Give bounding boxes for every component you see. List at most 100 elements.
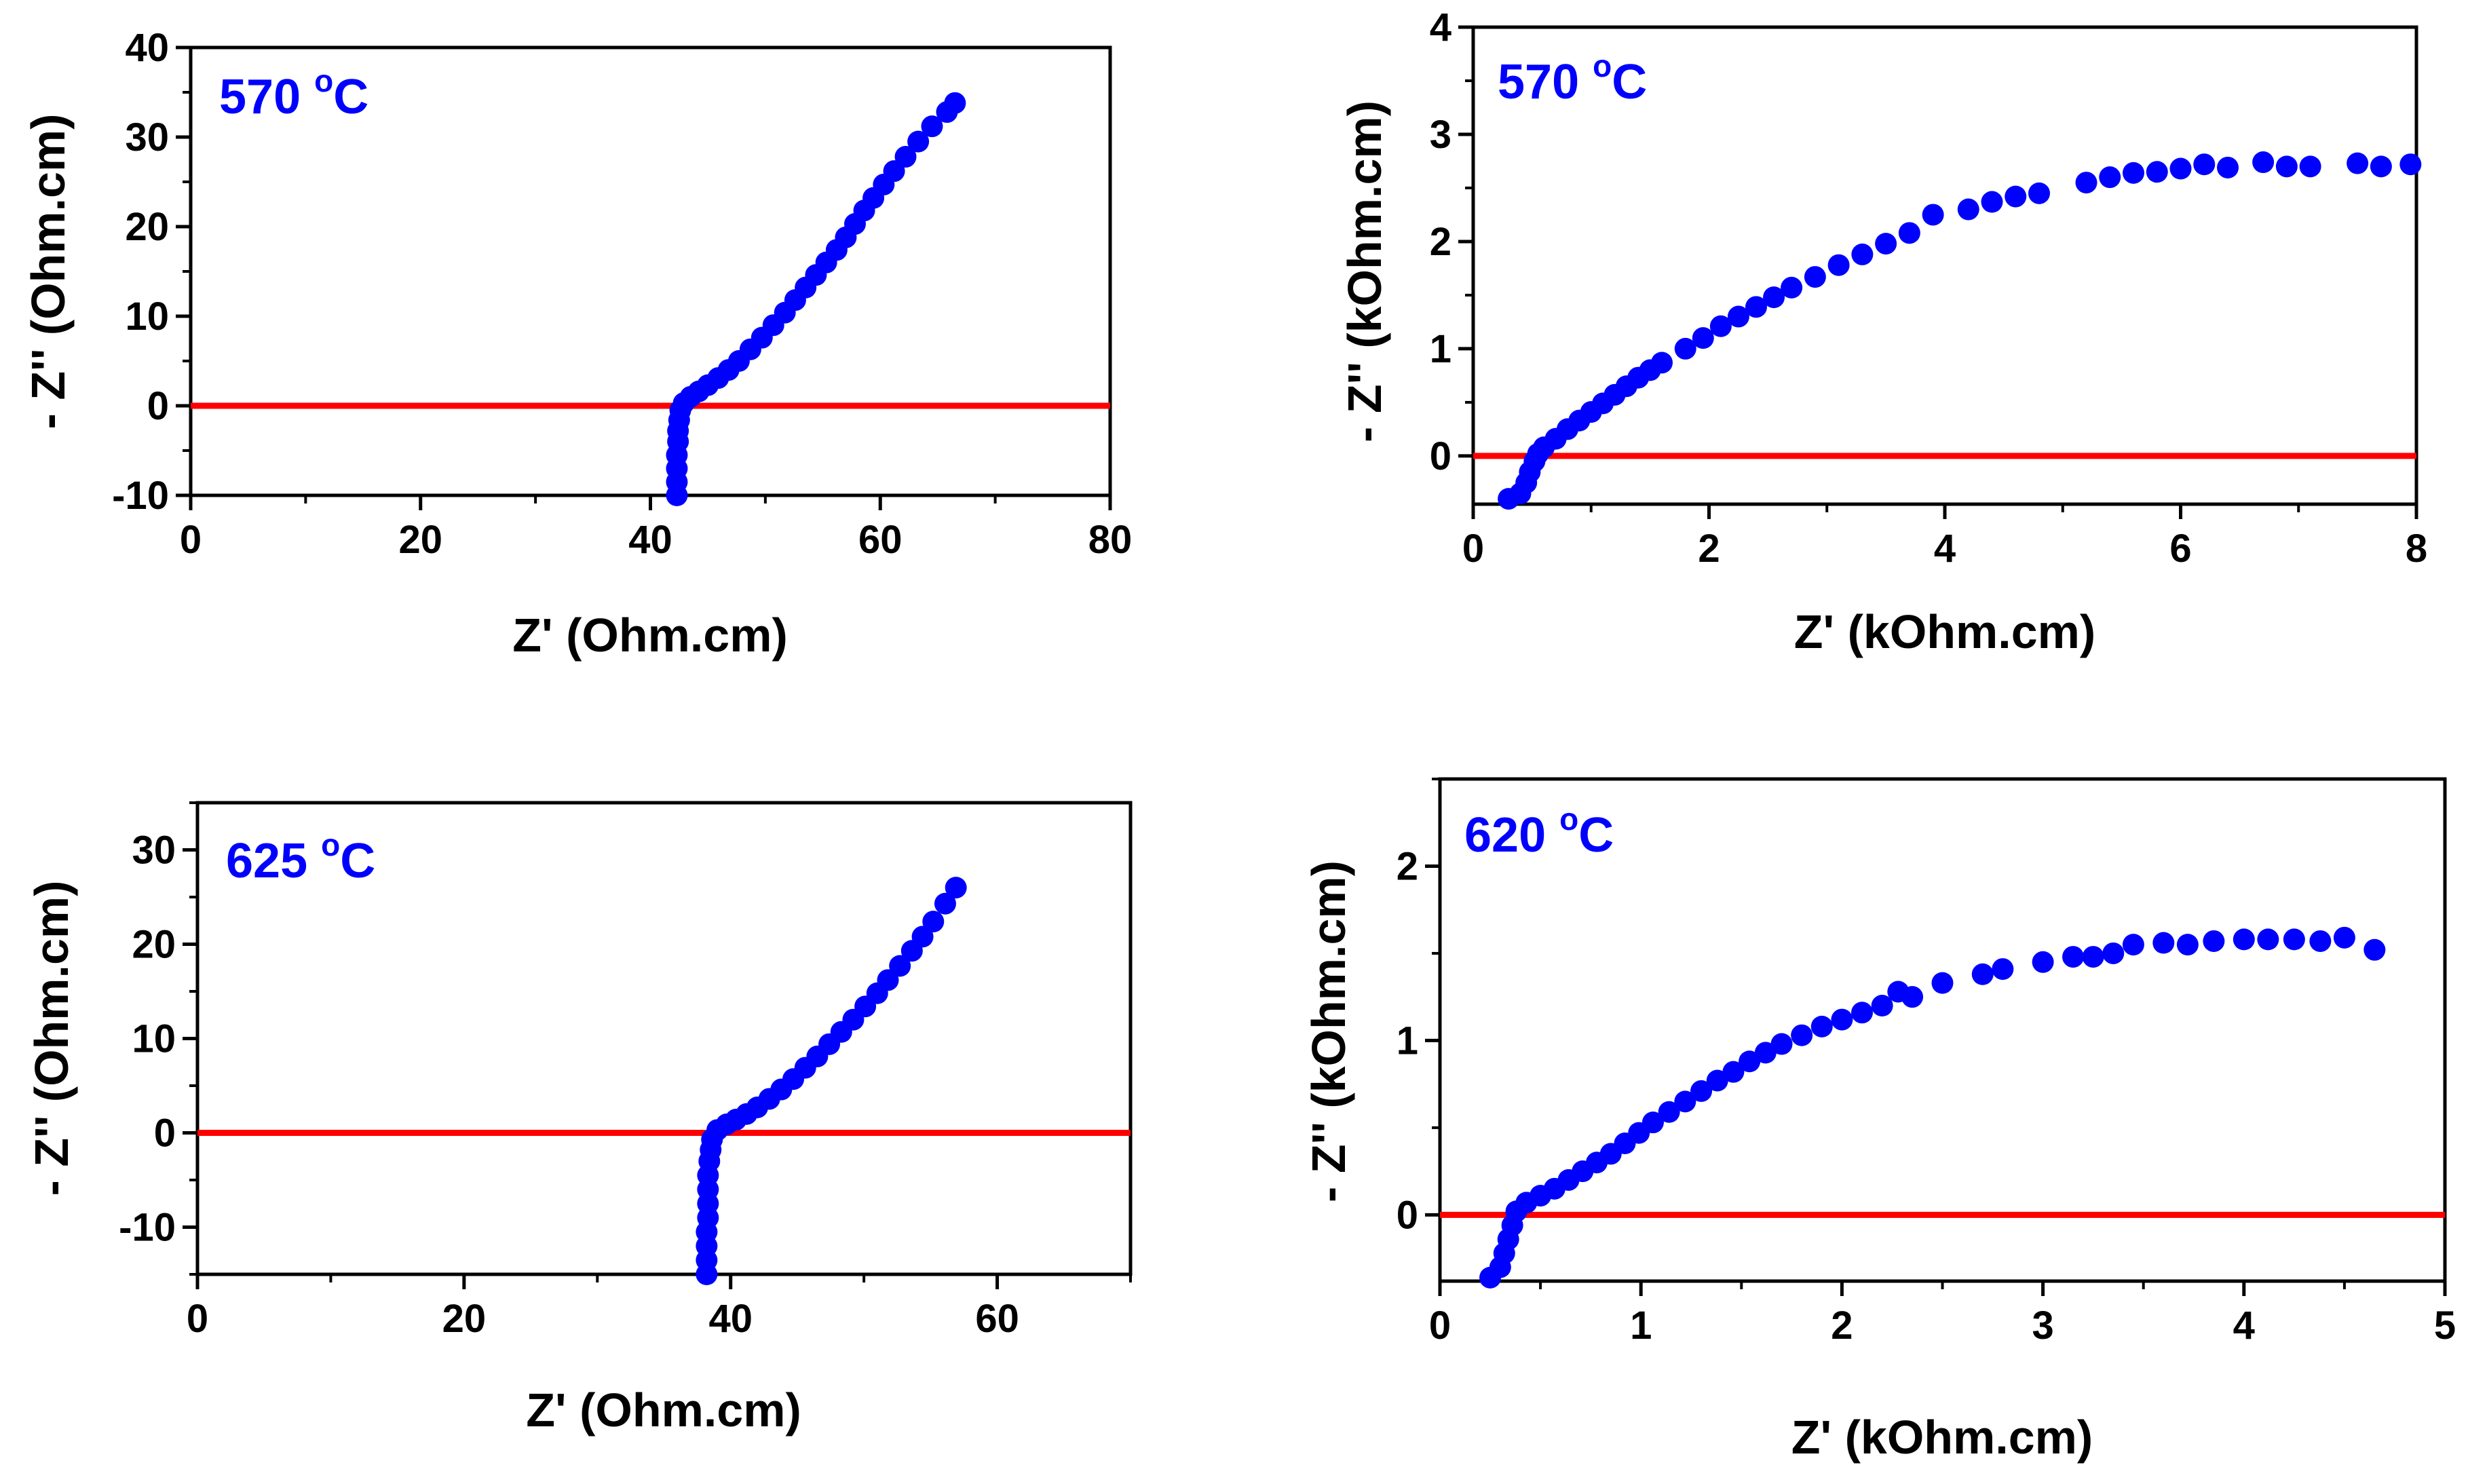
p2-data-point (1957, 198, 1979, 221)
p2-ylabel: - Z'' (kOhm.cm) (1338, 100, 1391, 442)
p1-y-tick-label: 20 (125, 205, 169, 249)
p1-y-tick-label: 30 (125, 115, 169, 159)
p4-data-point (2233, 928, 2255, 951)
p2-data-point (1922, 204, 1944, 226)
p2-data-point (2252, 151, 2275, 174)
p4-annotation: 620 oC (1464, 801, 1614, 862)
p1-x-tick-label: 0 (180, 518, 202, 562)
p2-x-tick-label: 4 (1934, 527, 1956, 571)
p2-data-point (1981, 191, 2003, 213)
p2-y-tick-label: 0 (1430, 434, 1451, 478)
p4-data-point (2333, 926, 2355, 949)
p4-data-point (1992, 958, 2014, 981)
p2-data-point (1651, 351, 1673, 374)
p4-data-point (2122, 934, 2144, 956)
p3-data-point (922, 911, 945, 933)
p1-y-tick-label: 10 (125, 294, 169, 339)
p4-data-point (2176, 934, 2199, 956)
p2-data-point (2169, 157, 2192, 180)
p2-data-point (1763, 286, 1785, 309)
p2-data-point (2217, 156, 2239, 178)
p2-data-point (2099, 166, 2121, 189)
p4-x-tick-label: 4 (2233, 1304, 2255, 1348)
p4-data-point (2082, 946, 2104, 968)
p2-y-tick-label: 4 (1430, 5, 1451, 50)
p2-data-point (1692, 327, 1714, 349)
p2-data-point (2005, 185, 2027, 208)
p4-x-tick-label: 3 (2032, 1304, 2053, 1348)
p3-ylabel: - Z'' (Ohm.cm) (25, 881, 78, 1196)
p2-data-point (2193, 153, 2216, 176)
p2-data-point (2347, 152, 2369, 174)
p2-x-tick-label: 2 (1698, 527, 1720, 571)
p2-data-point (2370, 155, 2392, 178)
p4-data-point (2102, 942, 2125, 964)
p2-x-tick-label: 0 (1462, 527, 1484, 571)
p2-data-point (1875, 233, 1897, 255)
p1-data-point (944, 92, 966, 114)
panel-top-right: 0 2 4 6 8 0 1 2 3 4 570 oC Z' (kOhm.cm) - Z'' (kO… (1338, 5, 2427, 658)
p1-data-point (921, 115, 943, 138)
p3-y-tick-label: 10 (132, 1017, 176, 1061)
p3-y-tick-label: 20 (132, 923, 176, 967)
p2-y-tick-label: 3 (1430, 113, 1451, 157)
p4-data-point (1831, 1008, 1853, 1031)
p1-y-tick-label: 40 (125, 26, 169, 70)
p3-data-point (889, 955, 911, 977)
p2-data-point (2028, 182, 2050, 204)
p4-data-point (1851, 1002, 1874, 1024)
p3-x-tick-label: 20 (442, 1297, 487, 1341)
p1-data-point (894, 146, 917, 168)
p4-data-point (1739, 1050, 1761, 1073)
p4-x-tick-label: 1 (1630, 1304, 1652, 1348)
p4-data-point (1706, 1069, 1728, 1092)
p4-data-point (1901, 986, 1924, 1008)
p1-data-point (907, 130, 930, 153)
p2-y-tick-label: 1 (1430, 327, 1451, 371)
p2-y-tick-label: 2 (1430, 220, 1451, 264)
p3-data-point (934, 892, 956, 915)
p3-x-tick-label: 0 (187, 1297, 208, 1341)
p2-x-tick-label: 6 (2169, 527, 2191, 571)
p4-data-point (2257, 928, 2279, 951)
p1-x-tick-label: 40 (628, 518, 672, 562)
p3-xlabel: Z' (Ohm.cm) (526, 1384, 801, 1437)
p4-y-tick-label: 1 (1397, 1019, 1418, 1063)
p2-data-point (1674, 337, 1696, 360)
p4-xlabel: Z' (kOhm.cm) (1791, 1411, 2093, 1464)
p4-data-point (1791, 1024, 1813, 1046)
p4-data-point (2152, 932, 2175, 954)
p4-data-point (2363, 938, 2386, 961)
p4-data-point (1641, 1111, 1664, 1134)
p1-annotation: 570 oC (219, 63, 368, 124)
panel-bottom-left: 0 20 40 60 -10 0 10 20 30 625 oC Z' (Ohm.cm) - Z… (25, 801, 1133, 1437)
p2-data-point (1851, 243, 1874, 265)
p1-plot-frame (189, 45, 1112, 497)
p4-data-point (2283, 928, 2305, 951)
p1-x-tick-label: 60 (858, 518, 903, 562)
p3-plot-frame (195, 801, 1133, 1276)
p3-annotation: 625 oC (226, 827, 375, 888)
p4-data-point (1674, 1090, 1696, 1113)
p3-y-tick-label: 0 (154, 1111, 176, 1156)
p4-data-point (2062, 946, 2085, 968)
p4-data-point (1754, 1042, 1777, 1064)
p4-data-point (1971, 963, 1994, 985)
p4-y-tick-label: 0 (1397, 1193, 1418, 1237)
p4-x-tick-label: 5 (2434, 1304, 2456, 1348)
p4-ylabel: - Z'' (kOhm.cm) (1302, 860, 1355, 1202)
p2-data-point (2146, 161, 2168, 183)
p4-data-point (1770, 1033, 1793, 1055)
p2-data-point (1709, 315, 1732, 337)
p4-data-point (1931, 972, 1954, 994)
p3-x-tick-label: 40 (708, 1297, 753, 1341)
p4-data-point (1871, 995, 1893, 1017)
p2-data-point (2075, 172, 2097, 194)
p2-data-point (1827, 254, 1850, 276)
p4-data-point (1658, 1101, 1680, 1123)
p4-data-point (1810, 1015, 1833, 1038)
p3-y-tick-label: -10 (119, 1206, 176, 1250)
p1-y-tick-label: -10 (112, 474, 169, 518)
